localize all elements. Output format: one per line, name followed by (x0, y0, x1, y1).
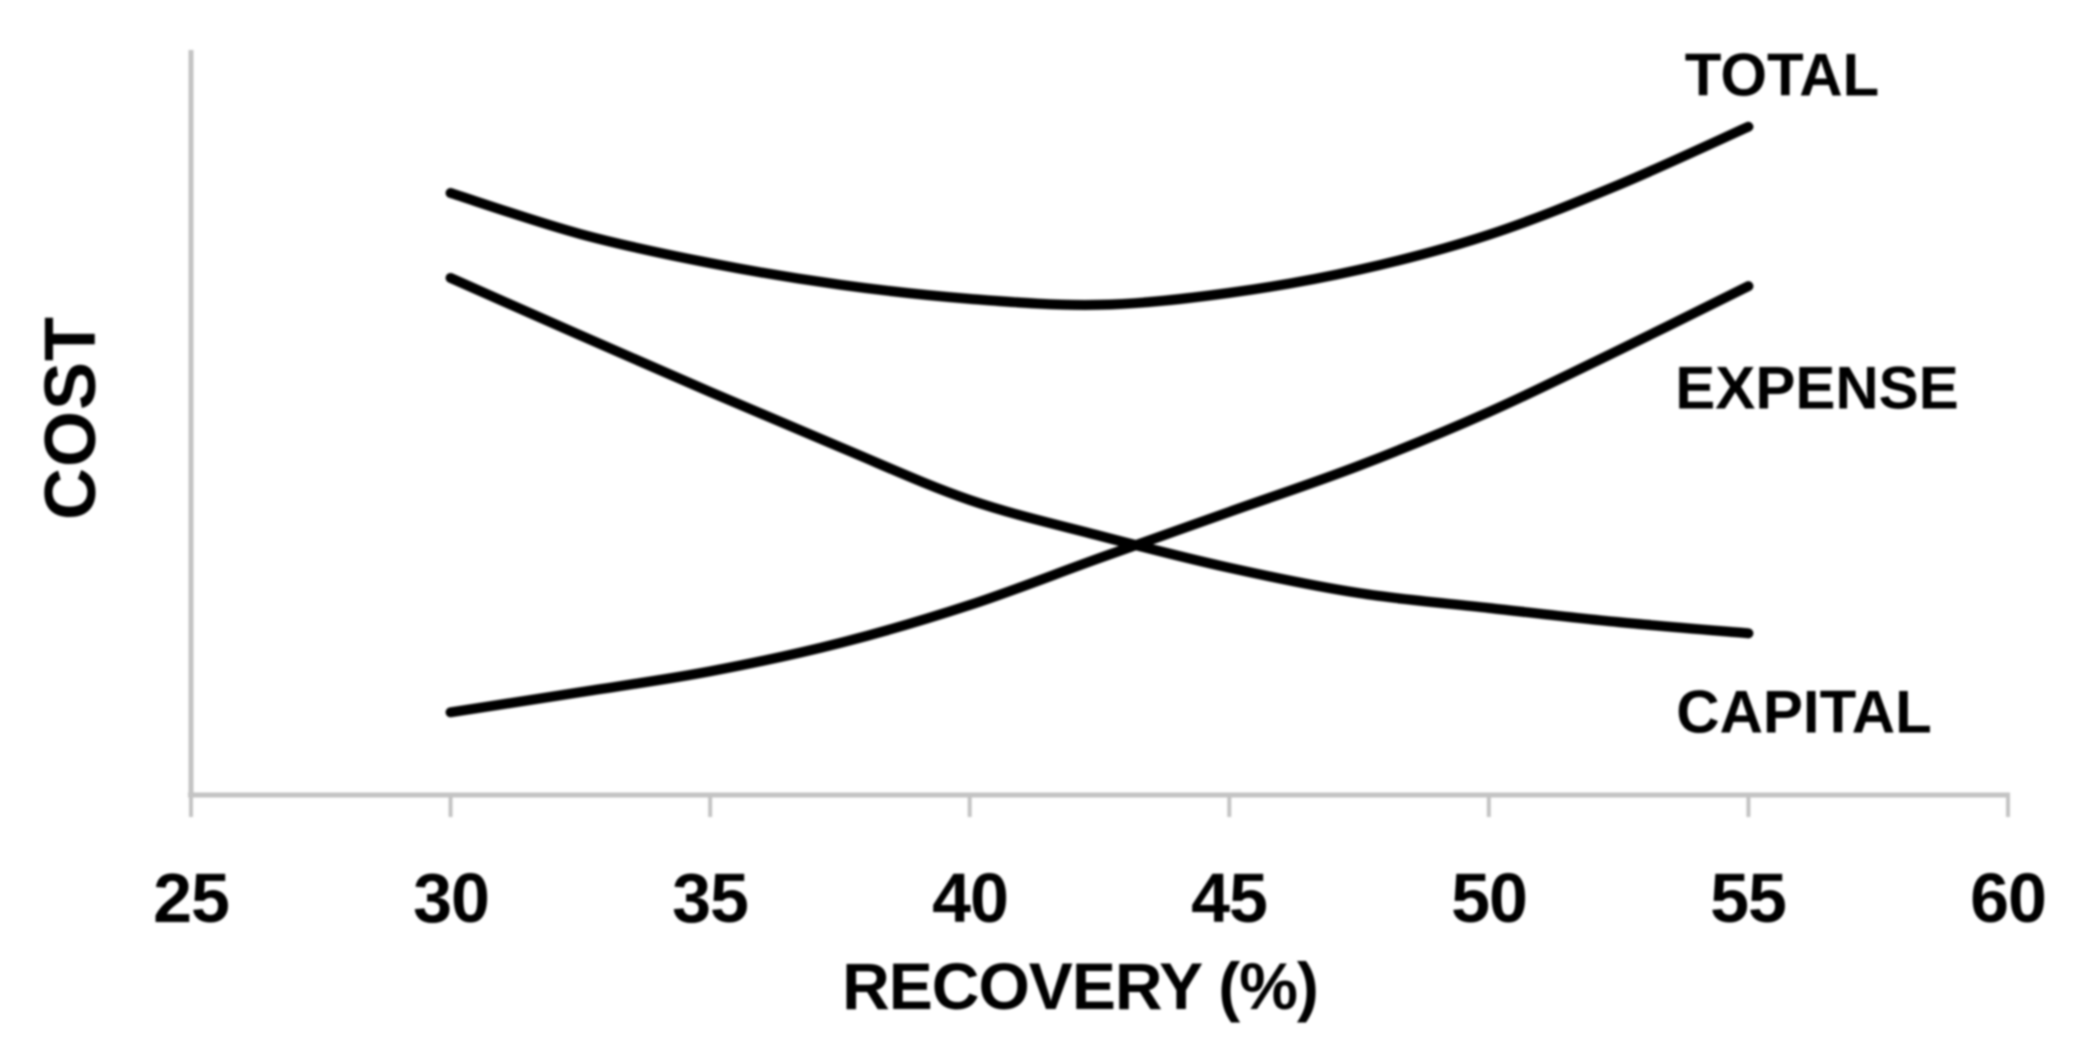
x-tick-label-40: 40 (932, 859, 1009, 937)
curve-expense (445, 281, 1754, 718)
x-tick-label-50: 50 (1451, 859, 1528, 937)
x-tick-label-55: 55 (1710, 859, 1787, 937)
curve-total (445, 121, 1754, 310)
y-axis-title: COST (31, 315, 111, 521)
series-label-expense: EXPENSE (1675, 354, 1959, 422)
x-tick-label-45: 45 (1191, 859, 1268, 937)
x-tick-label-25: 25 (153, 859, 230, 937)
curve-capital (445, 272, 1754, 639)
series-label-total: TOTAL (1684, 41, 1880, 109)
x-tick-label-30: 30 (413, 859, 490, 937)
x-tick-label-35: 35 (672, 859, 749, 937)
x-tick-label-60: 60 (1970, 859, 2047, 937)
x-axis-title: RECOVERY (%) (842, 949, 1319, 1023)
series-label-capital: CAPITAL (1676, 678, 1932, 746)
